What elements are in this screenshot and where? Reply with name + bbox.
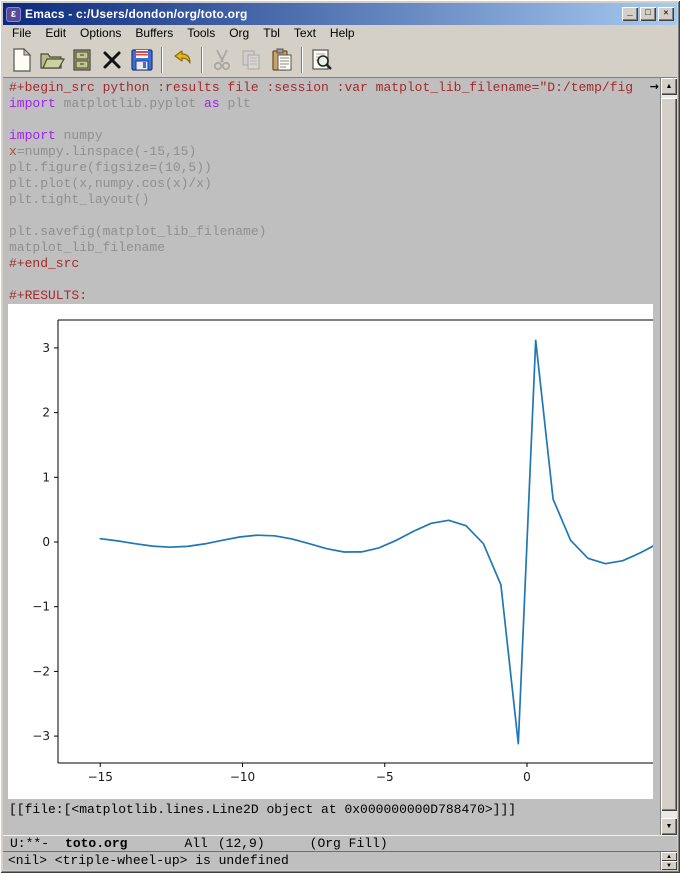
cut-icon — [207, 45, 237, 75]
minibuffer-scrollbar[interactable]: ▲ ▼ — [660, 852, 677, 870]
y-tick-label: −1 — [32, 600, 50, 614]
x-tick-label: −15 — [88, 770, 113, 784]
x-tick-label: −5 — [376, 770, 394, 784]
open-file-icon[interactable] — [37, 45, 67, 75]
toolbar-separator — [161, 46, 163, 73]
menu-item-org[interactable]: Org — [229, 26, 250, 40]
search-icon[interactable] — [307, 45, 337, 75]
code-line — [9, 272, 660, 288]
code-line: plt.tight_layout() — [9, 192, 150, 207]
menu-item-tools[interactable]: Tools — [187, 26, 216, 40]
scrollbar-thumb[interactable] — [661, 98, 677, 811]
menu-item-edit[interactable]: Edit — [45, 26, 67, 40]
modeline-line-column: (12,9) — [217, 836, 265, 851]
code-block: #+begin_src python :results file :sessio… — [3, 78, 660, 304]
code-line — [9, 112, 660, 128]
code-line: plt.savefig(matplot_lib_filename) — [9, 224, 267, 239]
code-line: #+begin_src python :results file :sessio… — [9, 80, 634, 95]
title-bar[interactable]: ε Emacs - c:/Users/dondon/org/toto.org _… — [3, 3, 677, 25]
save-icon[interactable] — [127, 45, 157, 75]
menu-item-options[interactable]: Options — [80, 26, 122, 40]
matplotlib-plot-image: −15 −10 −5 0 3 2 1 0 −1 −2 −3 — [8, 304, 653, 799]
close-buffer-icon[interactable] — [97, 45, 127, 75]
plot-line — [99, 339, 653, 745]
menu-item-file[interactable]: File — [12, 26, 32, 40]
modeline-major-mode[interactable]: (Org Fill) — [309, 836, 388, 851]
results-area: [[file:[<matplotlib.lines.Line2D object … — [3, 799, 660, 835]
code-line: matplot_lib_filename — [9, 240, 166, 255]
vertical-scrollbar[interactable]: ▲ ▼ — [660, 78, 677, 835]
close-button[interactable]: ✕ — [658, 7, 674, 21]
code-line: plt.plot(x,numpy.cos(x)/x) — [9, 176, 212, 191]
org-buffer[interactable]: #+begin_src python :results file :sessio… — [3, 78, 660, 835]
scroll-up-arrow-icon[interactable]: ▲ — [661, 78, 677, 95]
minibuffer-scroll-down-icon[interactable]: ▼ — [661, 861, 677, 870]
toolbar-separator — [201, 46, 203, 73]
emacs-icon: ε — [6, 6, 21, 22]
dired-cabinet-icon[interactable] — [67, 45, 97, 75]
y-tick-label: 3 — [42, 341, 50, 355]
minibuffer-scroll-up-icon[interactable]: ▲ — [661, 852, 677, 861]
toolbar — [3, 42, 677, 78]
new-file-icon[interactable] — [7, 45, 37, 75]
code-line: import numpy — [9, 128, 103, 143]
paste-icon[interactable] — [267, 45, 297, 75]
editor-frame: #+begin_src python :results file :sessio… — [3, 78, 677, 870]
menu-item-text[interactable]: Text — [293, 26, 316, 40]
undo-icon[interactable] — [167, 45, 197, 75]
code-line: plt.figure(figsize=(10,5)) — [9, 160, 212, 175]
modeline-buffer-name[interactable]: toto.org — [65, 836, 128, 851]
modeline-position: All — [184, 836, 208, 851]
code-line — [9, 208, 660, 224]
x-tick-label: −10 — [230, 770, 255, 784]
scroll-down-arrow-icon[interactable]: ▼ — [661, 818, 677, 835]
results-file-link[interactable]: [[file:[<matplotlib.lines.Line2D object … — [9, 802, 517, 817]
toolbar-separator — [301, 46, 303, 73]
y-tick-label: 1 — [42, 470, 50, 484]
code-line: #+RESULTS: — [9, 288, 88, 303]
maximize-button[interactable]: □ — [640, 7, 656, 21]
y-tick-label: −2 — [32, 664, 50, 678]
line-truncation-arrow-icon: → — [649, 80, 659, 93]
menu-item-buffers[interactable]: Buffers — [135, 26, 174, 40]
modeline-state: U:**- — [10, 836, 50, 851]
mode-line: U:**- toto.org All (12,9) (Org Fill) — [3, 835, 677, 852]
window-title: Emacs - c:/Users/dondon/org/toto.org — [25, 7, 248, 21]
code-line: import matplotlib.pyplot as plt — [9, 96, 251, 111]
y-tick-label: 2 — [42, 406, 50, 420]
code-line: x=numpy.linspace(-15,15) — [9, 144, 197, 159]
y-tick-label: 0 — [42, 535, 50, 549]
plot-svg: −15 −10 −5 0 3 2 1 0 −1 −2 −3 — [32, 319, 653, 784]
x-tick-label: 0 — [523, 770, 531, 784]
code-line: #+end_src — [9, 256, 80, 271]
echo-area-message: <nil> <triple-wheel-up> is undefined — [3, 852, 660, 870]
menu-bar: File Edit Options Buffers Tools Org Tbl Text Hel… — [3, 25, 677, 42]
minimize-button[interactable]: _ — [622, 7, 638, 21]
copy-icon — [237, 45, 267, 75]
menu-item-tbl[interactable]: Tbl — [263, 26, 280, 40]
y-tick-label: −3 — [32, 729, 50, 743]
menu-item-help[interactable]: Help — [329, 26, 355, 40]
